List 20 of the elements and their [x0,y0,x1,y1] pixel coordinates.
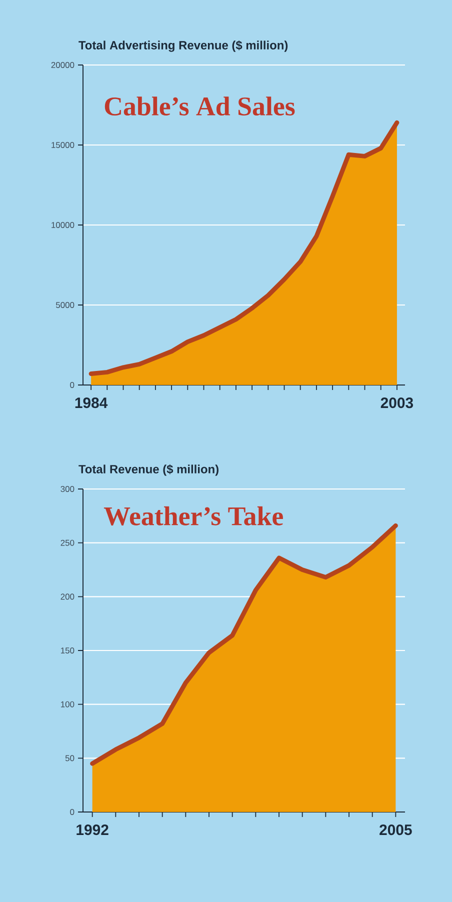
y-tick-label: 5000 [56,302,74,308]
y-tick-label: 150 [61,648,74,654]
y-tick-label: 250 [60,540,74,546]
y-axis-title: Total Advertising Revenue ($ million) [78,40,288,52]
y-tick-label: 0 [70,809,74,815]
text: Cable’s Ad Sales [104,96,295,116]
y-tick-label: 20000 [51,62,74,68]
y-tick-label: 0 [70,382,74,388]
y-tick-label: 100 [61,701,74,708]
x-tick-label: 1984 [75,398,108,408]
x-tick-label: 1992 [76,824,108,836]
y-tick-label: 200 [60,594,74,600]
text: Weather’s Take [104,506,283,526]
y-tick-label: 10000 [52,222,74,228]
y-tick-label: 50 [65,755,74,762]
y-axis-title: Total Revenue ($ million) [78,464,218,476]
y-tick-label: 300 [60,486,74,492]
x-tick-label: 2005 [380,824,412,836]
x-tick-label: 2003 [380,398,414,408]
y-tick-label: 15000 [52,142,74,148]
